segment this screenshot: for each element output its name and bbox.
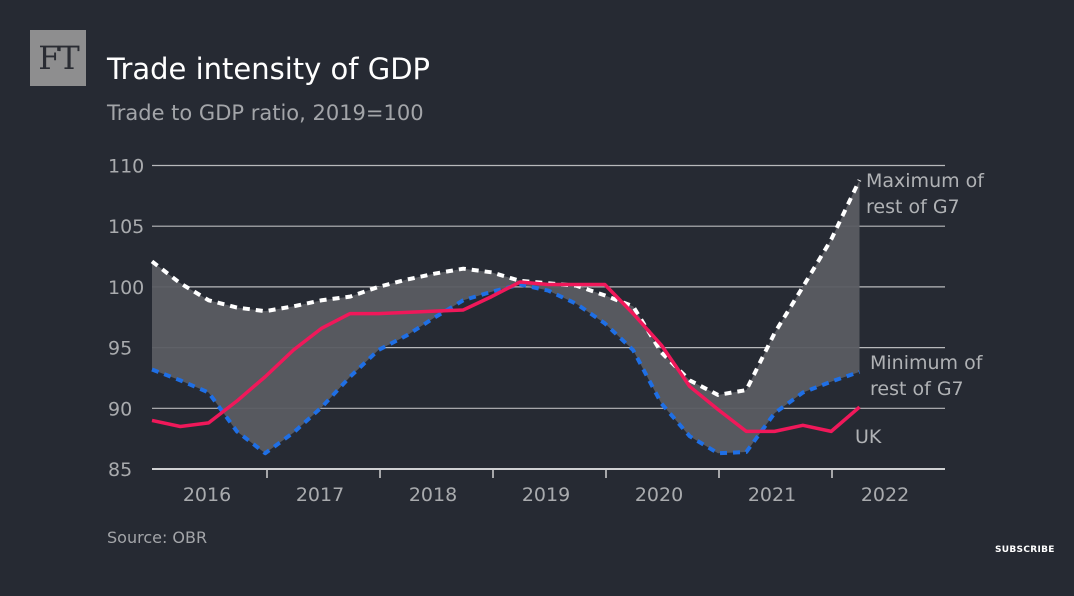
series-label: rest of G7 [866, 196, 960, 218]
series-line-uk [151, 280, 861, 434]
series-label: UK [855, 426, 882, 448]
subscribe-button[interactable]: SUBSCRIBE [995, 545, 1055, 555]
y-tick-label: 110 [108, 156, 144, 178]
chart-title: Trade intensity of GDP [107, 52, 431, 86]
y-tick-label: 105 [108, 216, 144, 238]
x-tick-label: 2017 [296, 484, 344, 506]
x-tick-label: 2020 [635, 484, 683, 506]
x-tick-label: 2022 [861, 484, 909, 506]
x-tick-label: 2018 [409, 484, 457, 506]
y-tick-label: 100 [108, 277, 144, 299]
source-note: Source: OBR [107, 528, 208, 547]
x-tick-label: 2019 [522, 484, 570, 506]
range-band [152, 180, 860, 454]
series-line-maximum-of-rest-of-g7 [150, 179, 862, 397]
y-tick-label: 85 [108, 459, 132, 481]
x-tick-label: 2016 [183, 484, 231, 506]
y-tick-label: 95 [108, 338, 132, 360]
chart-subtitle: Trade to GDP ratio, 2019=100 [107, 101, 424, 125]
x-tick-label: 2021 [748, 484, 796, 506]
series-label: rest of G7 [870, 378, 964, 400]
series-label: Minimum of [870, 352, 984, 374]
y-tick-label: 90 [108, 398, 132, 420]
ft-logo: FT [30, 30, 86, 86]
series-label: Maximum of [866, 170, 985, 192]
